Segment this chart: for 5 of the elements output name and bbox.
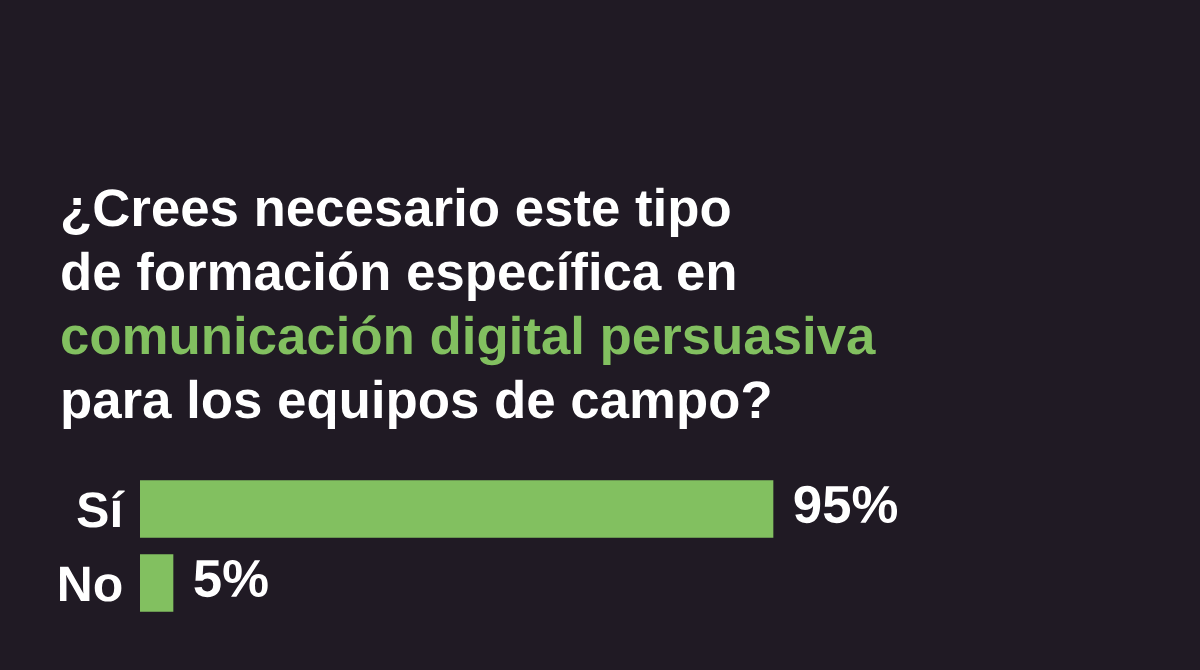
chart-title: ¿Crees necesario este tipo de formación específica en comunicación digital persuasiva para los equipos de campo? <box>62 187 876 429</box>
y-tick-label: No <box>60 566 122 602</box>
data-label: 5% <box>194 559 268 598</box>
y-tick-label: Sí <box>77 490 125 528</box>
data-label: 95% <box>794 485 898 524</box>
